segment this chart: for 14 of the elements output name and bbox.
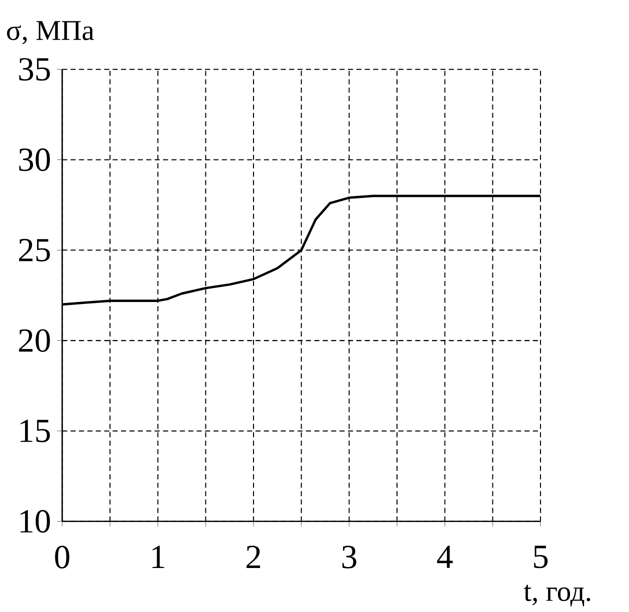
y-tick-label: 20 — [19, 329, 50, 352]
y-axis-title: σ, МПа — [7, 21, 94, 44]
x-tick-label: 1 — [152, 546, 164, 568]
x-tick-label: 4 — [437, 546, 453, 568]
x-tick-label: 0 — [55, 546, 70, 569]
y-tick-label: 25 — [19, 238, 50, 262]
y-tick-label: 30 — [19, 148, 50, 172]
x-tick-label: 2 — [246, 546, 260, 568]
x-axis-title: t, год. — [524, 584, 590, 606]
x-tick-label: 3 — [342, 546, 356, 568]
y-tick-label: 35 — [19, 58, 50, 81]
y-tick-label: 10 — [20, 510, 50, 533]
y-tick-label: 15 — [20, 420, 50, 442]
x-tick-label: 5 — [534, 546, 548, 568]
